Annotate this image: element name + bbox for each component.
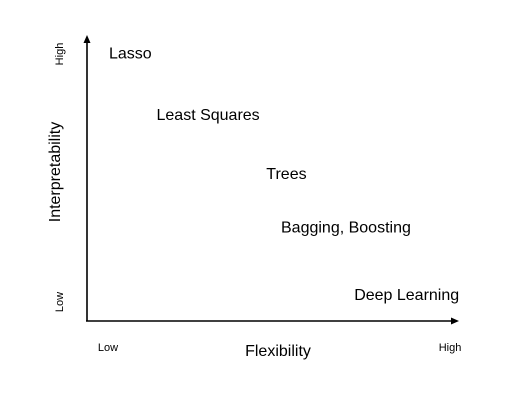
- x-tick-label-low: Low: [98, 342, 118, 354]
- point-label-deep-learning: Deep Learning: [354, 287, 459, 304]
- x-axis-title: Flexibility: [245, 343, 311, 360]
- point-label-least-squares: Least Squares: [157, 107, 260, 124]
- x-axis-arrow: [451, 317, 459, 325]
- y-tick-label-high: High: [54, 43, 66, 66]
- y-axis-arrow: [83, 35, 91, 43]
- x-tick-label-high: High: [439, 342, 462, 354]
- y-tick-label-low: Low: [54, 292, 66, 312]
- data-points-layer: Lasso Least Squares Trees Bagging, Boosting…: [109, 45, 459, 304]
- point-label-lasso: Lasso: [109, 45, 152, 62]
- point-label-bagging-boosting: Bagging, Boosting: [281, 220, 411, 237]
- y-axis-title: Interpretability: [47, 122, 64, 223]
- point-label-trees: Trees: [266, 166, 306, 183]
